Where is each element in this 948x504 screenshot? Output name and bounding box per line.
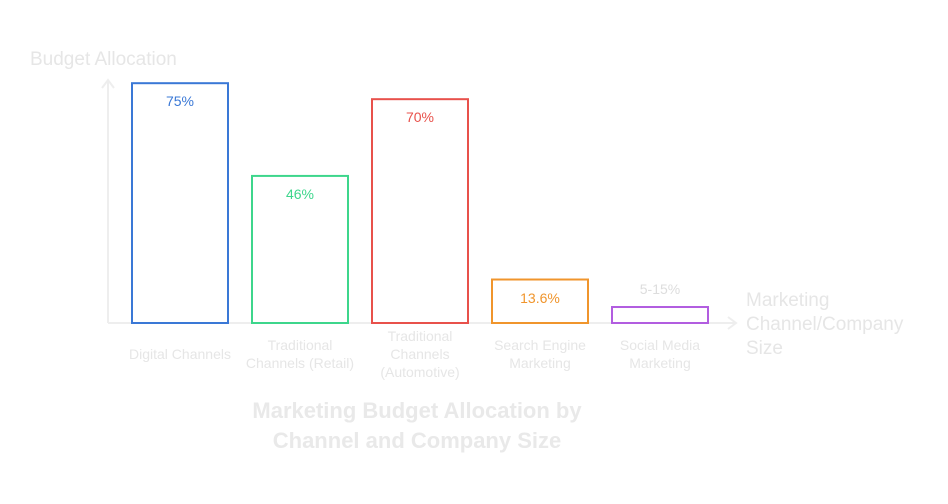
x-tick-label: Traditional Channels (Automotive) — [380, 328, 460, 380]
value-label: 70% — [405, 109, 435, 126]
value-label: 13.6% — [520, 289, 560, 306]
x-tick-label: Traditional Channels (Retail) — [245, 337, 355, 371]
x-arrow — [727, 316, 738, 330]
value-label: 75% — [165, 93, 195, 110]
bar — [491, 278, 589, 324]
y-axis-label: Budget Allocation — [30, 49, 177, 70]
bar — [131, 82, 229, 324]
x-tick-label: Digital Channels — [129, 346, 231, 362]
x-axis-label: Marketing Channel/Company Size — [746, 290, 904, 359]
bar — [251, 174, 349, 324]
bar — [611, 306, 709, 324]
value-label: 46% — [285, 185, 315, 202]
x-tick-label: Search Engine Marketing — [494, 337, 586, 371]
chart-title: Marketing Budget Allocation by Channel a… — [252, 398, 582, 453]
bar — [371, 98, 469, 325]
y-arrow — [101, 78, 115, 89]
value-label: 5-15% — [639, 281, 681, 297]
x-tick-label: Social Media Marketing — [619, 337, 701, 371]
